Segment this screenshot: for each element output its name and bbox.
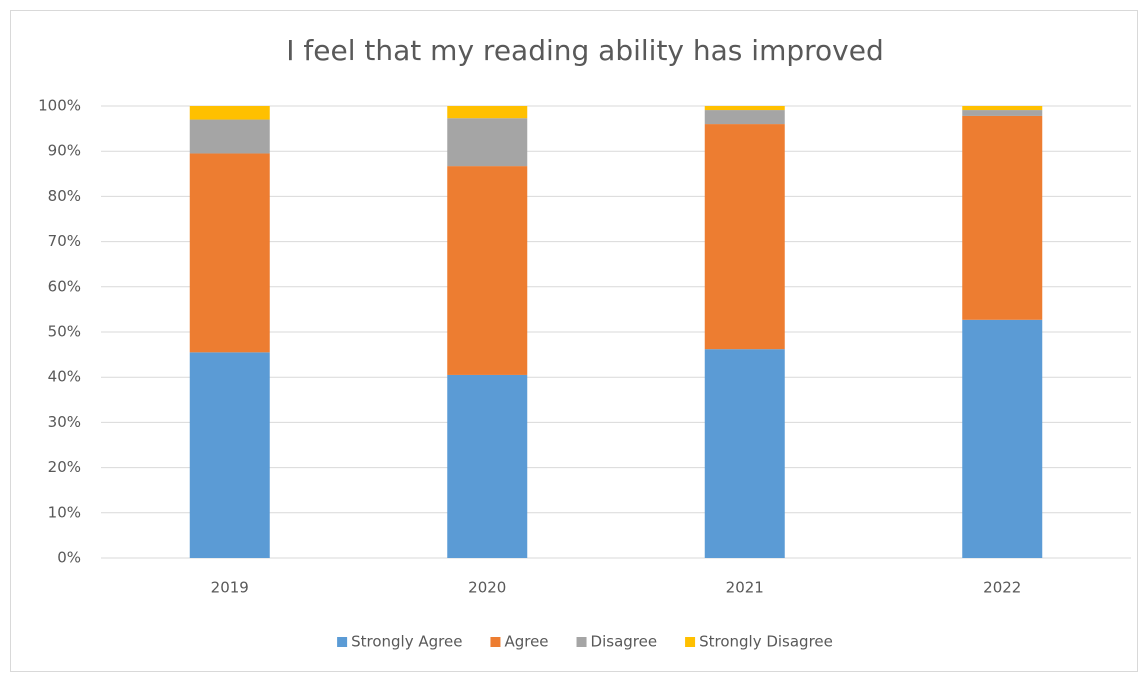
bar-segment: [189, 106, 270, 120]
y-tick-label: 90%: [48, 142, 81, 160]
bar-segment: [447, 118, 528, 167]
x-tick-label: 2022: [983, 579, 1021, 597]
bar-segment: [704, 349, 785, 558]
bar-segment: [447, 166, 528, 375]
y-tick-label: 70%: [48, 232, 81, 250]
x-tick-label: 2019: [211, 579, 249, 597]
y-tick-label: 20%: [48, 458, 81, 476]
bar-segment: [704, 106, 785, 111]
bar-segment: [189, 153, 270, 353]
legend-label: Agree: [504, 633, 548, 651]
legend-swatch: [337, 637, 348, 647]
y-tick-label: 80%: [48, 187, 81, 205]
y-tick-label: 100%: [38, 97, 81, 115]
y-tick-label: 30%: [48, 413, 81, 431]
bar-segment: [189, 119, 270, 154]
legend-label: Disagree: [591, 633, 658, 651]
y-tick-label: 0%: [57, 549, 81, 567]
legend-swatch: [576, 637, 587, 647]
legend-swatch: [490, 637, 501, 647]
bar-segment: [704, 124, 785, 350]
legend-swatch: [685, 637, 696, 647]
bar-segment: [704, 110, 785, 125]
y-tick-label: 60%: [48, 277, 81, 295]
x-tick-label: 2020: [468, 579, 506, 597]
bar-segment: [447, 106, 528, 119]
bar-segment: [189, 352, 270, 558]
bar-segment: [962, 115, 1043, 320]
bar-segment: [962, 110, 1043, 116]
legend-label: Strongly Disagree: [699, 633, 833, 651]
bar-segment: [962, 319, 1043, 558]
chart-title: I feel that my reading ability has impro…: [286, 34, 883, 67]
bar-segment: [962, 106, 1043, 111]
y-tick-label: 50%: [48, 323, 81, 341]
y-tick-label: 10%: [48, 503, 81, 521]
legend-label: Strongly Agree: [351, 633, 462, 651]
y-tick-label: 40%: [48, 368, 81, 386]
x-tick-label: 2021: [726, 579, 764, 597]
bar-segment: [447, 374, 528, 558]
